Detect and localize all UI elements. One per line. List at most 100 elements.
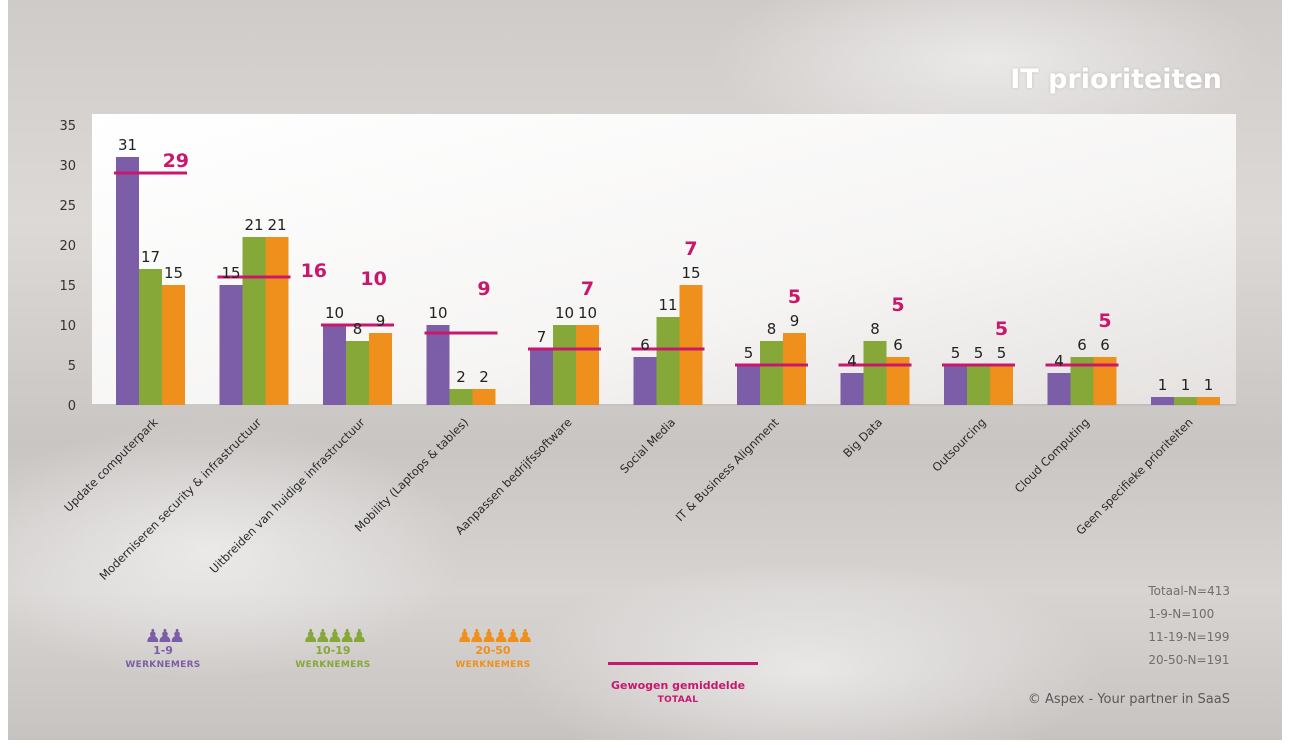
category-label: Social Media (617, 415, 678, 476)
y-tick-label: 15 (59, 279, 76, 294)
bar (426, 325, 450, 405)
bar-value-label: 5 (997, 344, 1007, 362)
stat-line: 11-19-N=199 (1148, 630, 1230, 644)
average-value-label: 7 (684, 238, 697, 260)
bar-value-label: 4 (847, 352, 857, 370)
stat-line: 20-50-N=191 (1148, 653, 1230, 667)
y-tick-label: 5 (68, 359, 76, 374)
bar-value-label: 21 (244, 216, 263, 234)
bar (553, 325, 576, 405)
bar-value-label: 10 (578, 304, 597, 322)
category-label: Cloud Computing (1012, 415, 1092, 495)
bar (967, 365, 990, 405)
bar-value-label: 6 (893, 336, 903, 354)
bar (472, 389, 496, 405)
bar-value-label: 1 (1204, 376, 1214, 394)
bar-value-label: 2 (479, 368, 489, 386)
bar (162, 285, 185, 405)
bar (1093, 357, 1117, 405)
bar (944, 365, 967, 405)
bar (323, 325, 346, 405)
bar-value-label: 10 (325, 304, 344, 322)
copyright: © Aspex - Your partner in SaaS (1027, 692, 1230, 707)
stat-line: 1-9-N=100 (1148, 607, 1215, 621)
y-tick-label: 0 (68, 399, 76, 414)
bar-value-label: 10 (555, 304, 574, 322)
y-tick-label: 25 (59, 199, 76, 214)
category-label: Aanpassen bedrijfssoftware (452, 415, 574, 537)
category-label: Outsourcing (929, 415, 988, 474)
bar-value-label: 8 (767, 320, 777, 338)
bar-value-label: 9 (790, 312, 800, 330)
bar-value-label: 8 (870, 320, 880, 338)
average-line-icon (608, 662, 758, 665)
cloud-decoration (508, 560, 1108, 740)
bar (1047, 373, 1071, 405)
bar (1070, 357, 1094, 405)
bar-value-label: 15 (681, 264, 700, 282)
legend-sub-label: WERKNEMERS (455, 660, 531, 670)
bar-value-label: 4 (1054, 352, 1064, 370)
bar (1151, 397, 1174, 405)
average-value-label: 7 (581, 278, 594, 300)
legend-sub-label: WERKNEMERS (125, 660, 201, 670)
legend-sub-label: WERKNEMERS (295, 660, 371, 670)
legend-range-label: 20-50 (475, 644, 511, 657)
category-label: Geen specifieke prioriteiten (1073, 415, 1195, 537)
bar-value-label: 1 (1181, 376, 1191, 394)
y-tick-label: 35 (59, 119, 76, 134)
average-value-label: 5 (788, 286, 801, 308)
bar (449, 389, 473, 405)
legend-item: ♟♟♟♟♟♟ 20-50 WERKNEMERS (423, 626, 563, 672)
category-label: Big Data (840, 415, 885, 460)
bar (656, 317, 680, 405)
legend-item: ♟♟♟♟♟ 10-19 WERKNEMERS (263, 628, 403, 672)
bar-value-label: 6 (1077, 336, 1087, 354)
bar (737, 365, 760, 405)
average-value-label: 16 (301, 260, 327, 282)
y-tick-label: 30 (59, 159, 76, 174)
bar-value-label: 6 (1100, 336, 1110, 354)
y-tick-label: 20 (59, 239, 76, 254)
bar-value-label: 8 (353, 320, 363, 338)
bar (1174, 397, 1197, 405)
sample-sizes: Totaal-N=413 1-9-N=100 11-19-N=199 20-50… (1148, 580, 1230, 672)
bar (1197, 397, 1220, 405)
legend-item: ♟♟♟ 1-9 WERKNEMERS (93, 628, 233, 672)
people-large-icon: ♟♟♟♟♟♟ (456, 626, 534, 647)
average-value-label: 9 (477, 278, 490, 300)
legend-range-label: 10-19 (315, 644, 351, 657)
bar-value-label: 5 (951, 344, 961, 362)
bar (530, 349, 553, 405)
bar (116, 157, 139, 405)
average-value-label: 10 (360, 268, 386, 290)
bar (219, 285, 243, 405)
legend-range-label: Gewogen gemiddelde (610, 679, 746, 692)
bar-value-label: 21 (267, 216, 286, 234)
legend-sub-label: TOTAAL (657, 695, 699, 705)
bar-value-label: 10 (428, 304, 447, 322)
bar (265, 237, 289, 405)
bar (633, 357, 657, 405)
bar-value-label: 17 (141, 248, 160, 266)
bar (760, 341, 783, 405)
bar-value-label: 15 (221, 264, 240, 282)
average-value-label: 29 (163, 150, 189, 172)
y-tick-label: 10 (59, 319, 76, 334)
bar (840, 373, 864, 405)
category-label: Update computerpark (61, 415, 161, 515)
bar-value-label: 11 (658, 296, 677, 314)
average-value-label: 5 (891, 294, 904, 316)
bar (863, 341, 887, 405)
bar (783, 333, 806, 405)
bar-value-label: 5 (744, 344, 754, 362)
bar (139, 269, 162, 405)
bar (990, 365, 1013, 405)
legend-item: Gewogen gemiddelde TOTAAL (608, 656, 758, 707)
chart-title: IT prioriteiten (1010, 64, 1222, 95)
stat-line: Totaal-N=413 (1148, 584, 1230, 598)
average-value-label: 5 (1098, 310, 1111, 332)
category-label: Moderniseren security & infrastructuur (96, 415, 264, 583)
bar (346, 341, 369, 405)
